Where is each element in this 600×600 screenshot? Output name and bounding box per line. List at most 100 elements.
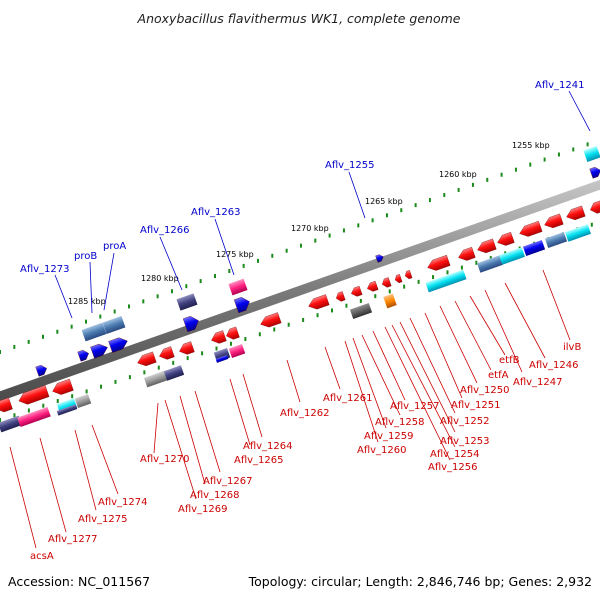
gene-label: Aflv_1266 [140,225,190,236]
gene-arrow [427,254,451,271]
ruler-labels: 1285 kbp 1280 kbp 1275 kbp 1270 kbp 1265… [68,141,550,306]
gene-label: Aflv_1269 [178,504,228,515]
bp-ruler [0,142,589,354]
gene-arrow [375,254,384,263]
gene-label: Aflv_1246 [529,360,579,371]
gene-arrow [351,285,363,297]
gene-arrow [0,397,13,413]
gene-label: etfA [488,370,509,381]
ruler-tick-label: 1255 kbp [512,141,550,150]
ruler-tick-label: 1270 kbp [291,224,329,233]
gene-arrow [260,312,282,328]
gene-label: Aflv_1259 [364,431,414,442]
gene-label: Aflv_1277 [48,534,98,545]
gene-block [228,343,246,359]
plus-strand-labels: Aflv_1273 proB proA Aflv_1266 Aflv_1263 … [20,80,591,319]
gene-label: proA [103,241,126,252]
ruler-tick-label: 1280 kbp [141,274,179,283]
gene-label: Aflv_1262 [280,408,330,419]
gene-label: Aflv_1254 [430,449,480,460]
gene-block [102,316,126,334]
gene-label: Aflv_1247 [513,377,563,388]
gene-arrow [308,294,330,310]
gene-arrow [35,364,47,377]
gene-arrow [211,330,227,344]
gene-block [228,278,248,296]
gene-arrow [404,270,413,280]
gene-label: Aflv_1261 [323,393,373,404]
gene-label: Aflv_1257 [390,401,440,412]
gene-arrow [137,351,157,367]
ruler-tick-label: 1265 kbp [365,197,403,206]
gene-arrow [77,349,89,362]
gene-block [17,406,51,428]
gene-arrow [566,205,586,221]
gene-block [499,247,525,265]
gene-label: Aflv_1258 [375,417,425,428]
genome-backbone [0,179,600,402]
gene-block [383,293,397,309]
ruler-tick-label: 1260 kbp [439,170,477,179]
accession-text: Accession: NC_011567 [8,574,150,589]
gene-arrow [336,291,346,302]
gene-block [74,393,92,409]
gene-arrow [226,326,240,340]
gene-label: Aflv_1253 [440,436,490,447]
gene-label: acsA [30,551,54,562]
gene-block [583,146,600,162]
gene-label: ilvB [563,342,581,353]
gene-arrow [159,346,175,360]
gene-label: Aflv_1263 [191,207,241,218]
gene-label: Aflv_1250 [460,385,510,396]
ruler-tick-label: 1275 kbp [216,250,254,259]
gene-block [349,302,373,320]
gene-block [477,255,503,273]
gene-arrow [367,280,379,292]
gene-label: Aflv_1260 [357,445,407,456]
gene-label: Aflv_1268 [190,490,240,501]
gene-arrow [394,274,403,284]
ruler-tick-label: 1285 kbp [68,297,106,306]
gene-block [0,415,23,433]
gene-arrow [233,297,250,314]
gene-arrow [182,316,199,333]
minus-strand-labels: acsA Aflv_1277 Aflv_1275 Aflv_1274 Aflv_… [9,269,581,562]
gene-arrow [477,238,497,254]
gene-block [215,355,229,363]
gene-block [522,239,546,257]
gene-arrow [590,200,600,214]
gene-label: Aflv_1252 [440,416,490,427]
gene-label: Aflv_1255 [325,160,375,171]
gene-block [143,370,169,388]
gene-label: Aflv_1270 [140,454,190,465]
gene-label: Aflv_1275 [78,514,128,525]
gene-label: Aflv_1241 [535,80,585,91]
gene-block [56,404,78,416]
gene-arrow [108,337,128,353]
gene-label: Aflv_1267 [203,476,253,487]
gene-label: Aflv_1256 [428,462,478,473]
gene-arrow [179,341,195,355]
map-title: Anoxybacillus flavithermus WK1, complete… [137,11,461,26]
gene-arrow [382,277,392,288]
gene-arrow [18,385,50,405]
gene-label: Aflv_1265 [234,455,284,466]
gene-label: proB [74,251,97,262]
gene-arrow [519,220,543,237]
gene-label: Aflv_1273 [20,264,70,275]
gene-arrow [544,213,564,229]
gene-label: Aflv_1251 [451,400,501,411]
gene-label: Aflv_1264 [243,441,293,452]
gene-block [425,269,467,293]
gene-label: Aflv_1274 [98,497,148,508]
gene-arrow [52,378,74,395]
gene-arrow [90,343,108,359]
gene-label: etfB [499,355,520,366]
gene-arrow [497,231,515,246]
gene-block [163,365,185,381]
gene-arrow [589,166,600,179]
topology-text: Topology: circular; Length: 2,846,746 bp… [248,574,592,589]
gene-block [565,224,591,242]
gene-features [0,146,600,433]
